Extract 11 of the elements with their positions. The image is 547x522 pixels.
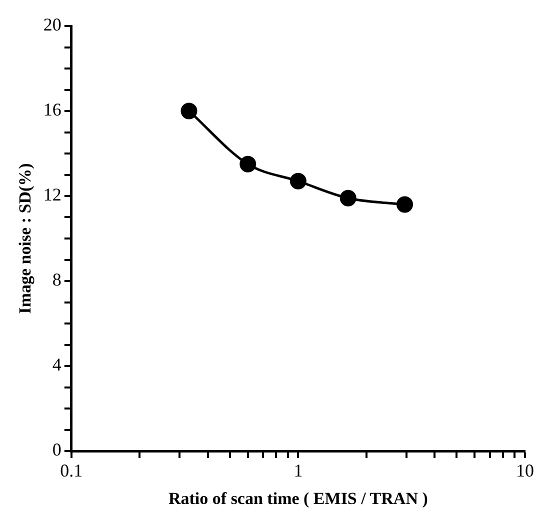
y-tick-label: 4 [52,354,62,375]
y-tick-label: 12 [43,184,62,205]
x-tick-label: 1 [294,460,303,481]
y-tick-label: 8 [52,270,62,290]
x-axis-title: Ratio of scan time ( EMIS / TRAN ) [168,489,428,508]
x-tick-label: 0.1 [60,460,83,481]
x-tick-label: 10 [516,460,534,481]
y-tick-label: 16 [43,100,62,120]
y-axis-title: Image noise : SD(%) [16,163,35,314]
y-tick-label: 20 [43,14,62,35]
y-tick-label: 0 [52,440,62,460]
